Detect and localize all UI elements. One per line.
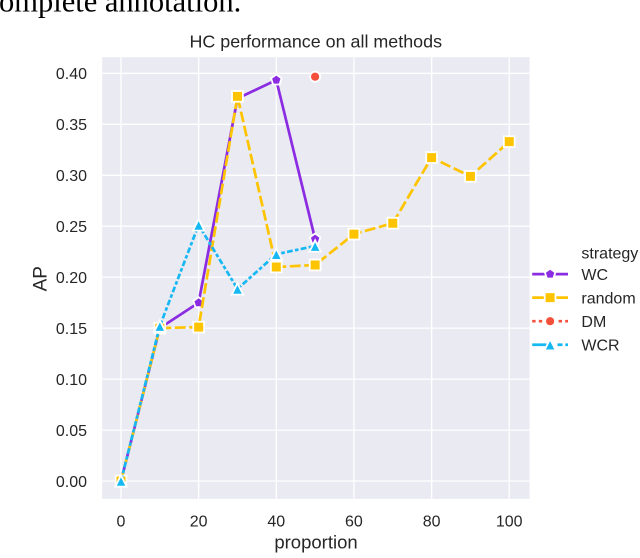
svg-text:0.20: 0.20 <box>56 270 87 287</box>
svg-text:proportion: proportion <box>274 532 357 553</box>
svg-text:strategy: strategy <box>581 245 638 262</box>
svg-text:random: random <box>581 290 635 307</box>
svg-text:0.10: 0.10 <box>56 372 87 389</box>
svg-text:20: 20 <box>190 514 208 531</box>
svg-text:0.40: 0.40 <box>56 66 87 83</box>
svg-text:60: 60 <box>345 514 363 531</box>
svg-text:WCR: WCR <box>581 338 619 355</box>
svg-text:0: 0 <box>117 514 126 531</box>
svg-text:AP: AP <box>30 266 51 291</box>
svg-text:omplete annotation.: omplete annotation. <box>0 0 241 18</box>
svg-text:0.30: 0.30 <box>56 168 87 185</box>
svg-text:WC: WC <box>581 267 608 284</box>
svg-text:HC performance on all methods: HC performance on all methods <box>189 32 442 52</box>
svg-text:0.15: 0.15 <box>56 321 87 338</box>
svg-text:80: 80 <box>423 514 441 531</box>
svg-text:100: 100 <box>496 514 523 531</box>
svg-text:0.35: 0.35 <box>56 117 87 134</box>
svg-text:0.00: 0.00 <box>56 474 87 491</box>
svg-text:0.25: 0.25 <box>56 219 87 236</box>
svg-text:0.05: 0.05 <box>56 423 87 440</box>
svg-text:DM: DM <box>581 314 606 331</box>
svg-text:40: 40 <box>267 514 285 531</box>
